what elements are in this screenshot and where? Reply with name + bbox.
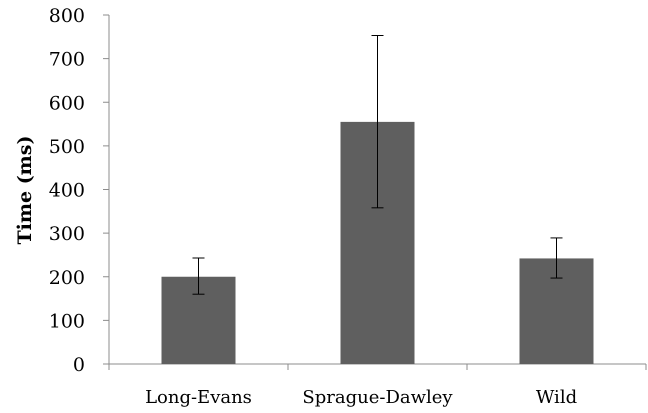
y-tick-label: 200 — [49, 267, 85, 289]
y-axis-title: Time (ms) — [14, 136, 36, 245]
y-tick-label: 400 — [49, 180, 85, 202]
y-tick-label: 700 — [49, 49, 85, 71]
x-category-label: Sprague-Dawley — [302, 387, 453, 408]
x-category-label: Wild — [536, 387, 577, 408]
y-tick-label: 300 — [49, 223, 85, 245]
plot-area: 0 100 200 300 400 500 600 700 800 Long-Evans Sprag… — [49, 5, 647, 408]
y-tick-label: 0 — [73, 354, 85, 376]
y-tick-label: 500 — [49, 136, 85, 158]
y-tick-label: 100 — [49, 310, 85, 332]
y-tick-label: 800 — [49, 5, 85, 27]
y-tick-label: 600 — [49, 92, 85, 114]
x-category-label: Long-Evans — [145, 387, 252, 408]
